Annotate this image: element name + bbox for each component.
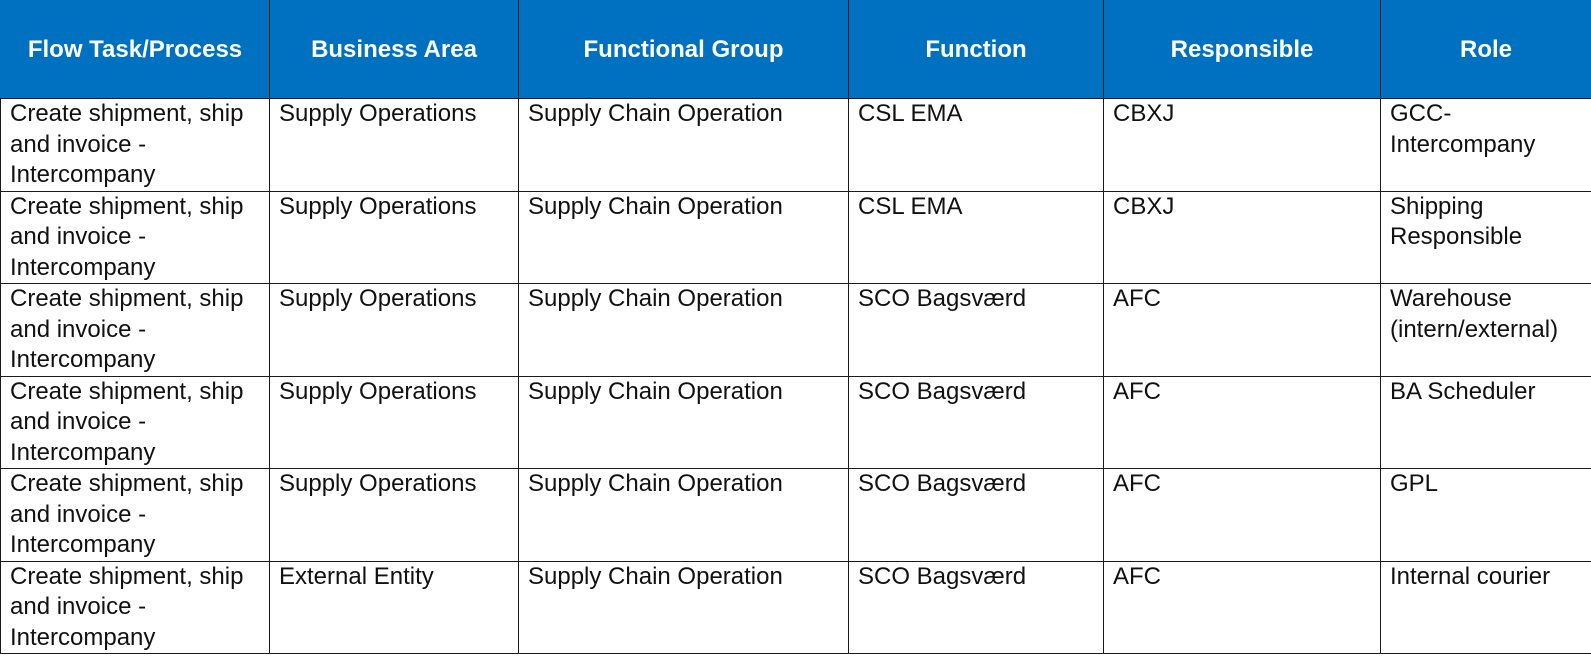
cell-functional-group: Supply Chain Operation: [518, 375, 849, 469]
cell-functional-group: Supply Chain Operation: [518, 468, 849, 562]
cell-responsible: AFC: [1103, 283, 1381, 377]
header-business-area: Business Area: [269, 0, 519, 99]
header-role: Role: [1380, 0, 1591, 99]
cell-business-area: External Entity: [269, 560, 519, 654]
cell-flow-task: Create shipment, ship and invoice - Inte…: [0, 375, 270, 469]
cell-role: Shipping Responsible: [1380, 190, 1591, 284]
cell-responsible: AFC: [1103, 468, 1381, 562]
cell-flow-task: Create shipment, ship and invoice - Inte…: [0, 98, 270, 192]
cell-business-area: Supply Operations: [269, 283, 519, 377]
cell-role: BA Scheduler: [1380, 375, 1591, 469]
table-row: Create shipment, ship and invoice - Inte…: [0, 468, 1591, 562]
cell-function: CSL EMA: [848, 98, 1104, 192]
header-function: Function: [848, 0, 1104, 99]
cell-responsible: CBXJ: [1103, 190, 1381, 284]
cell-flow-task: Create shipment, ship and invoice - Inte…: [0, 468, 270, 562]
cell-role: GPL: [1380, 468, 1591, 562]
cell-function: SCO Bagsværd: [848, 283, 1104, 377]
header-responsible: Responsible: [1103, 0, 1381, 99]
cell-function: SCO Bagsværd: [848, 468, 1104, 562]
cell-functional-group: Supply Chain Operation: [518, 190, 849, 284]
cell-responsible: CBXJ: [1103, 98, 1381, 192]
cell-functional-group: Supply Chain Operation: [518, 560, 849, 654]
table-header: Flow Task/Process Business Area Function…: [0, 0, 1591, 99]
header-row: Flow Task/Process Business Area Function…: [0, 0, 1591, 99]
cell-business-area: Supply Operations: [269, 98, 519, 192]
header-functional-group: Functional Group: [518, 0, 849, 99]
cell-responsible: AFC: [1103, 560, 1381, 654]
cell-functional-group: Supply Chain Operation: [518, 98, 849, 192]
cell-flow-task: Create shipment, ship and invoice - Inte…: [0, 190, 270, 284]
cell-business-area: Supply Operations: [269, 468, 519, 562]
cell-business-area: Supply Operations: [269, 190, 519, 284]
cell-function: SCO Bagsværd: [848, 375, 1104, 469]
cell-role: Internal courier: [1380, 560, 1591, 654]
table-row: Create shipment, ship and invoice - Inte…: [0, 283, 1591, 377]
table-row: Create shipment, ship and invoice - Inte…: [0, 375, 1591, 469]
table-row: Create shipment, ship and invoice - Inte…: [0, 98, 1591, 192]
cell-responsible: AFC: [1103, 375, 1381, 469]
cell-functional-group: Supply Chain Operation: [518, 283, 849, 377]
cell-function: CSL EMA: [848, 190, 1104, 284]
header-flow-task: Flow Task/Process: [0, 0, 270, 99]
table-row: Create shipment, ship and invoice - Inte…: [0, 560, 1591, 654]
cell-flow-task: Create shipment, ship and invoice - Inte…: [0, 283, 270, 377]
cell-function: SCO Bagsværd: [848, 560, 1104, 654]
table-body: Create shipment, ship and invoice - Inte…: [0, 98, 1591, 654]
cell-role: Warehouse (intern/external): [1380, 283, 1591, 377]
cell-flow-task: Create shipment, ship and invoice - Inte…: [0, 560, 270, 654]
cell-role: GCC-Intercompany: [1380, 98, 1591, 192]
cell-business-area: Supply Operations: [269, 375, 519, 469]
table-row: Create shipment, ship and invoice - Inte…: [0, 190, 1591, 284]
